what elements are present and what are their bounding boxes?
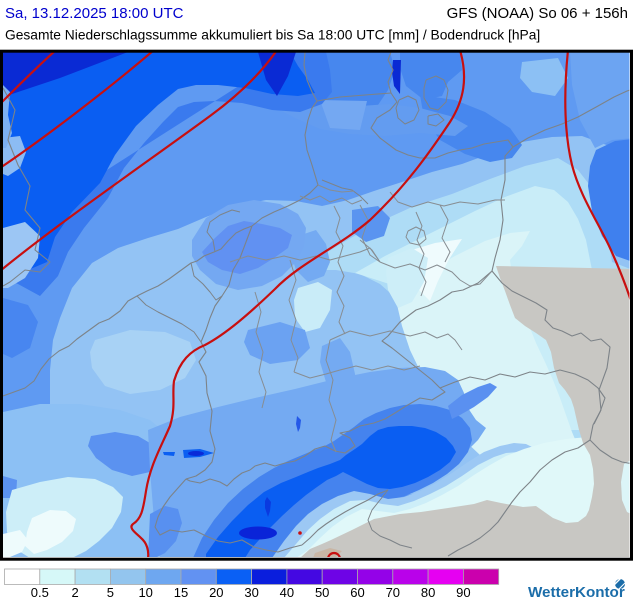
svg-text:70: 70: [386, 585, 400, 600]
svg-text:20: 20: [209, 585, 223, 600]
svg-text:30: 30: [244, 585, 258, 600]
svg-text:40: 40: [280, 585, 294, 600]
svg-text:0.5: 0.5: [31, 585, 49, 600]
svg-text:60: 60: [350, 585, 364, 600]
svg-text:WetterKontor: WetterKontor: [528, 584, 625, 600]
svg-text:GFS (NOAA) So 06 + 156h: GFS (NOAA) So 06 + 156h: [447, 5, 628, 22]
svg-text:Sa, 13.12.2025 18:00 UTC: Sa, 13.12.2025 18:00 UTC: [5, 5, 184, 22]
svg-text:80: 80: [421, 585, 435, 600]
svg-text:15: 15: [174, 585, 188, 600]
svg-text:90: 90: [456, 585, 470, 600]
svg-text:5: 5: [107, 585, 114, 600]
svg-text:Gesamte Niederschlagssumme akk: Gesamte Niederschlagssumme akkumuliert b…: [5, 28, 540, 43]
svg-text:10: 10: [138, 585, 152, 600]
svg-text:2: 2: [71, 585, 78, 600]
svg-text:50: 50: [315, 585, 329, 600]
